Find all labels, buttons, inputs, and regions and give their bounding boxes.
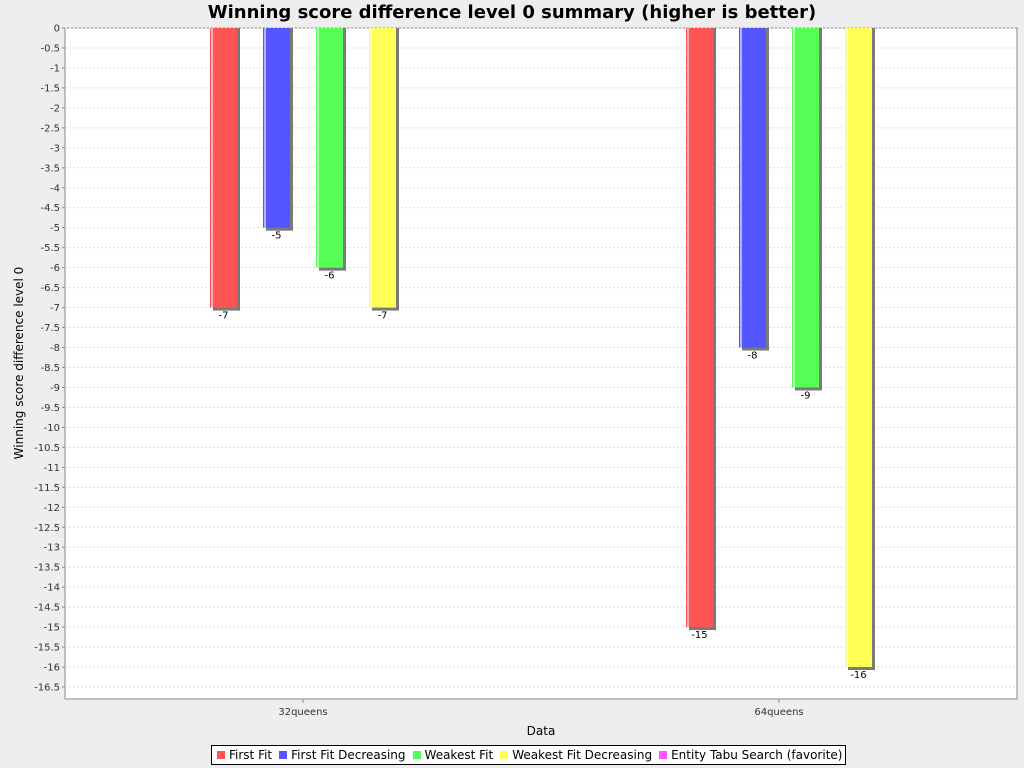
bar-32queens-first-fit xyxy=(210,28,237,308)
bar-highlight xyxy=(687,28,689,628)
y-tick-label: -11 xyxy=(44,463,60,474)
legend-item: Weakest Fit xyxy=(411,748,494,762)
y-axis-label: Winning score difference level 0 xyxy=(12,267,26,460)
bar-value-label: -7 xyxy=(219,311,229,322)
y-tick-label: -14 xyxy=(44,583,60,594)
legend-label: First Fit xyxy=(229,748,273,762)
y-tick-label: -3 xyxy=(50,143,60,154)
y-tick-label: -16 xyxy=(44,663,60,674)
y-tick-label: -15.5 xyxy=(34,643,60,654)
y-tick-label: -16.5 xyxy=(34,683,60,694)
legend-swatch xyxy=(659,751,668,759)
legend: First Fit First Fit Decreasing Weakest Fit… xyxy=(211,745,847,765)
bar-highlight xyxy=(793,28,795,388)
bar-value-label: -16 xyxy=(850,670,866,681)
x-axis-label: Data xyxy=(527,724,556,738)
legend-label: Weakest Fit Decreasing xyxy=(512,748,653,762)
bar-64queens-first-fit xyxy=(686,28,713,628)
legend-swatch xyxy=(412,751,421,759)
legend-item: Weakest Fit Decreasing xyxy=(498,748,652,762)
y-tick-label: -12 xyxy=(44,503,60,514)
y-tick-label: -6.5 xyxy=(40,283,60,294)
y-tick-label: -10 xyxy=(44,423,60,434)
bar-highlight xyxy=(211,28,213,308)
bar-32queens-first-fit-decreasing xyxy=(263,28,290,228)
y-tick-label: -7.5 xyxy=(40,323,60,334)
bar-highlight xyxy=(370,28,372,308)
y-tick-label: -1 xyxy=(50,63,60,74)
y-tick-label: 0 xyxy=(54,24,60,35)
x-axis-ticks: 32queens 64queens xyxy=(278,699,804,718)
bar-value-label: -5 xyxy=(272,231,282,242)
bar-64queens-weakest-fit xyxy=(792,28,819,388)
y-tick-label: -5.5 xyxy=(40,243,60,254)
legend-swatch xyxy=(279,751,288,759)
y-tick-label: -9 xyxy=(50,383,60,394)
bar-value-label: -8 xyxy=(748,351,758,362)
y-tick-label: -1.5 xyxy=(40,83,60,94)
x-tick-label: 32queens xyxy=(278,707,327,718)
y-tick-label: -13 xyxy=(44,543,60,554)
chart: Winning score difference level 0 summary… xyxy=(12,2,1018,738)
bar-64queens-first-fit-decreasing xyxy=(739,28,766,348)
y-tick-label: -6 xyxy=(50,263,60,274)
legend-item: First Fit Decreasing xyxy=(277,748,406,762)
bar-32queens-weakest-fit xyxy=(316,28,343,268)
y-tick-label: -2.5 xyxy=(40,123,60,134)
y-tick-label: -0.5 xyxy=(40,43,60,54)
y-tick-label: -10.5 xyxy=(34,443,60,454)
bar-highlight xyxy=(846,28,848,668)
y-tick-label: -3.5 xyxy=(40,163,60,174)
legend-label: First Fit Decreasing xyxy=(291,748,406,762)
y-tick-label: -14.5 xyxy=(34,603,60,614)
legend-label: Weakest Fit xyxy=(424,748,494,762)
bar-value-label: -9 xyxy=(801,390,811,401)
bar-32queens-weakest-fit-decreasing xyxy=(369,28,396,308)
y-tick-label: -8.5 xyxy=(40,363,60,374)
y-tick-label: -11.5 xyxy=(34,483,60,494)
x-tick-label: 64queens xyxy=(754,707,803,718)
y-tick-label: -9.5 xyxy=(40,403,60,414)
y-tick-label: -8 xyxy=(50,343,60,354)
chart-title: Winning score difference level 0 summary… xyxy=(208,2,816,23)
bar-value-label: -7 xyxy=(378,311,388,322)
legend-item: First Fit xyxy=(215,748,272,762)
bar-highlight xyxy=(317,28,319,268)
y-tick-label: -13.5 xyxy=(34,563,60,574)
bar-highlight xyxy=(740,28,742,348)
y-tick-label: -15 xyxy=(44,623,60,634)
y-tick-label: -4.5 xyxy=(40,203,60,214)
legend-swatch xyxy=(217,751,225,759)
legend-label: Entity Tabu Search (favorite) xyxy=(671,748,843,762)
y-axis-ticks: 0 -0.5 -1 -1.5 -2 -2.5 -3 -3.5 -4 -4.5 -5 -5.5 -6 -6.… xyxy=(34,24,65,694)
legend-swatch xyxy=(500,751,509,759)
y-tick-label: -5 xyxy=(50,223,60,234)
y-tick-label: -2 xyxy=(50,103,60,114)
y-tick-label: -12.5 xyxy=(34,523,60,534)
bars xyxy=(210,28,875,671)
bar-highlight xyxy=(264,28,266,228)
bar-value-label: -6 xyxy=(325,271,335,282)
y-tick-label: -4 xyxy=(50,183,60,194)
legend-item: Entity Tabu Search (favorite) xyxy=(657,748,842,762)
value-labels: -7 -5 -6 -7 -15 -8 -9 -16 xyxy=(219,231,867,681)
bar-64queens-weakest-fit-decreasing xyxy=(845,28,872,668)
y-tick-label: -7 xyxy=(50,303,60,314)
bar-value-label: -15 xyxy=(691,630,707,641)
